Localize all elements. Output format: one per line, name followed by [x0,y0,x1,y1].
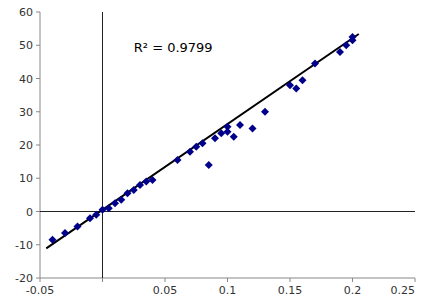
point [105,204,113,212]
point [349,33,357,41]
y-tick [36,145,40,146]
point [211,134,219,142]
x-tick-label: 0.25 [391,284,416,297]
x-tick [227,278,228,282]
plot-area [40,12,415,278]
x-tick [165,278,166,282]
y-tick [36,178,40,179]
point [292,84,300,92]
point [199,139,207,147]
point [74,222,82,230]
point [149,176,157,184]
point [249,124,257,132]
point [92,211,100,219]
x-tick-label: 0.2 [344,284,362,297]
point [236,121,244,129]
point [230,133,238,141]
x-tick-label: 0.1 [219,284,237,297]
x-tick [415,278,416,282]
point [217,129,225,137]
x-tick [102,278,103,282]
point [336,48,344,56]
y-tick-label: 10 [19,172,33,185]
point [311,60,319,68]
x-tick [352,278,353,282]
zero-axis-y [102,12,103,278]
point [61,229,69,237]
point [49,236,57,244]
y-tick-label: -10 [15,239,33,252]
y-tick [36,211,40,212]
x-tick-label: 0.05 [153,284,178,297]
x-tick [290,278,291,282]
point [174,156,182,164]
y-tick-label: 30 [19,106,33,119]
x-tick [40,278,41,282]
point [342,41,350,49]
y-tick-label: -20 [15,272,33,285]
y-tick-label: 50 [19,39,33,52]
point [142,178,150,186]
y-tick-label: 0 [26,206,33,219]
y-tick-label: 20 [19,139,33,152]
point [224,128,232,136]
chart: -0.05 0.05 0.1 0.15 0.2 0.25 -20 -10 0 10 20 30 40 50… [0,0,429,306]
x-tick-label: 0.15 [278,284,303,297]
y-tick [36,78,40,79]
point [186,148,194,156]
y-tick [36,12,40,13]
y-tick [36,45,40,46]
y-tick-label: 40 [19,73,33,86]
annotation: R² = 0.9799 [134,40,213,55]
y-tick-label: 60 [19,6,33,19]
y-tick [36,111,40,112]
y-tick [36,244,40,245]
point [130,186,138,194]
point [117,196,125,204]
point [205,161,213,169]
point [99,206,107,214]
point [299,76,307,84]
trend-line [46,34,359,248]
point [261,108,269,116]
y-tick [36,278,40,279]
x-tick-label: -0.05 [26,284,54,297]
